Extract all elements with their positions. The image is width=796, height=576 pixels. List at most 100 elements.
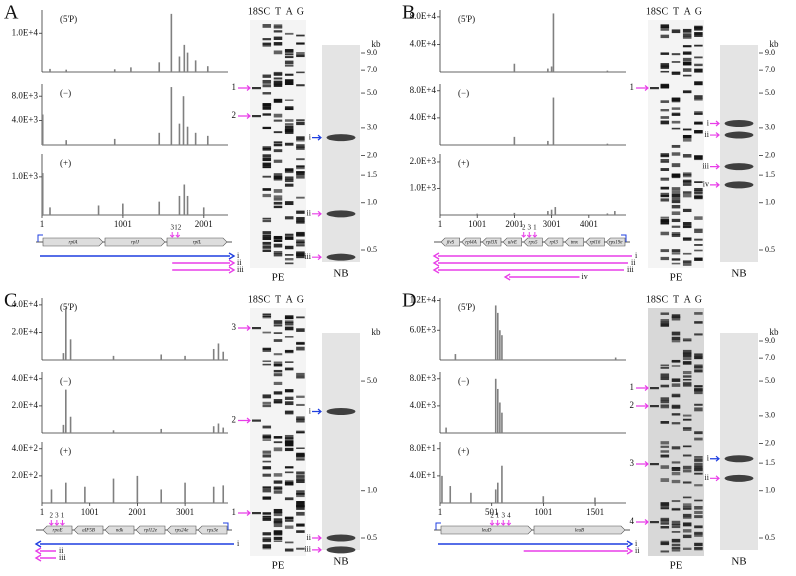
size-label: 1.5 bbox=[765, 170, 775, 179]
pe-band bbox=[284, 201, 294, 206]
pe-band bbox=[296, 52, 305, 56]
pe-band bbox=[671, 107, 681, 110]
pe-band bbox=[682, 427, 692, 430]
site-band bbox=[252, 115, 261, 118]
pe-band bbox=[284, 442, 294, 447]
site-marker-label: 1 bbox=[61, 512, 65, 520]
transcript bbox=[172, 259, 236, 267]
gene bbox=[585, 237, 605, 247]
pe-band bbox=[660, 161, 670, 163]
pe-band bbox=[296, 84, 305, 87]
pe-band bbox=[296, 34, 305, 37]
pe-band bbox=[660, 441, 670, 445]
pe-band bbox=[273, 523, 283, 528]
pe-band bbox=[682, 465, 692, 470]
pe-band bbox=[660, 406, 670, 409]
pe-band bbox=[273, 447, 283, 452]
pe-band bbox=[682, 547, 692, 550]
bar bbox=[454, 354, 457, 360]
pe-band bbox=[682, 338, 692, 341]
site-marker bbox=[495, 520, 501, 526]
pe-band bbox=[284, 517, 294, 520]
pe-band bbox=[660, 312, 670, 315]
x-tick-label: 1001 bbox=[534, 507, 552, 517]
pe-band bbox=[671, 520, 681, 525]
pe-band bbox=[694, 155, 703, 160]
pe-band bbox=[660, 323, 670, 327]
pe-band bbox=[296, 418, 305, 423]
bar bbox=[112, 355, 115, 360]
pe-band bbox=[296, 42, 305, 45]
pe-band bbox=[671, 365, 681, 367]
pe-band bbox=[694, 312, 703, 315]
transcript-label: ii bbox=[237, 258, 242, 267]
pe-band bbox=[660, 249, 670, 253]
bar bbox=[182, 96, 185, 145]
pe-band bbox=[273, 83, 283, 87]
pe-band bbox=[273, 530, 283, 535]
size-label: 0.5 bbox=[765, 533, 775, 542]
transcript bbox=[432, 259, 628, 267]
panel: B 4.0E+4 8.0E+4 (5'P) 4.0E+4 8.0E+4 (−) 1.0E+3 2… bbox=[402, 2, 779, 284]
band-arrow bbox=[710, 163, 720, 170]
x-tick-label: 3001 bbox=[543, 219, 561, 229]
pe-band bbox=[273, 236, 283, 240]
panel: C 2.0E+4 4.0E+4 (5'P) 2.0E+4 4.0E+4 (−) 2.0E+2 4… bbox=[4, 290, 381, 572]
pe-band bbox=[262, 466, 272, 470]
site-label: 4 bbox=[630, 516, 635, 526]
band-arrow bbox=[710, 455, 720, 462]
bar bbox=[501, 335, 503, 360]
series-label: (+) bbox=[60, 446, 71, 456]
pe-band bbox=[262, 435, 272, 439]
pe-band bbox=[694, 431, 703, 435]
pe-band bbox=[284, 396, 294, 400]
pe-band bbox=[694, 195, 703, 199]
gene-label: rpl4A bbox=[465, 241, 477, 246]
bar bbox=[614, 357, 617, 360]
pe-band bbox=[273, 391, 283, 395]
pe-band bbox=[273, 243, 283, 248]
site-label: 2 bbox=[232, 110, 237, 120]
bar bbox=[122, 203, 124, 215]
pe-band bbox=[262, 126, 272, 130]
pe-band bbox=[694, 68, 703, 73]
pe-band bbox=[682, 260, 692, 264]
x-tick-label: 1001 bbox=[114, 219, 132, 229]
gene-label: aIF5B bbox=[82, 529, 95, 534]
gene bbox=[440, 237, 460, 247]
pe-band bbox=[284, 434, 294, 439]
site-marker bbox=[526, 232, 532, 238]
pe-band bbox=[296, 171, 305, 176]
bar bbox=[606, 143, 609, 145]
pe-band bbox=[262, 245, 272, 249]
bar bbox=[170, 13, 173, 72]
bar bbox=[470, 492, 472, 503]
pe-band bbox=[660, 109, 670, 112]
pe-band bbox=[284, 32, 294, 35]
pe-band bbox=[694, 542, 703, 547]
pe-band bbox=[296, 505, 305, 510]
site-band bbox=[252, 87, 261, 90]
pe-band bbox=[660, 454, 670, 457]
bar bbox=[186, 195, 189, 215]
y-tick-label: 4.0E+3 bbox=[410, 400, 437, 410]
pe-band bbox=[273, 487, 283, 491]
pe-band bbox=[694, 455, 703, 458]
pe-band bbox=[682, 445, 692, 448]
lane-label: A bbox=[286, 6, 294, 17]
y-tick-label: 2.0E+2 bbox=[12, 470, 38, 480]
pe-band bbox=[671, 53, 681, 56]
site-marker bbox=[48, 520, 54, 526]
pe-band bbox=[671, 331, 681, 336]
transcript-label: iii bbox=[627, 265, 634, 274]
band-arrow bbox=[710, 181, 720, 188]
pe-band bbox=[682, 172, 692, 176]
pe-band bbox=[262, 460, 272, 463]
pe-band bbox=[296, 476, 305, 481]
site-label: 2 bbox=[630, 400, 635, 410]
pe-band bbox=[262, 404, 272, 408]
pe-band bbox=[284, 519, 294, 522]
series-label: (5'P) bbox=[60, 14, 77, 24]
gene-label: rps24e bbox=[175, 529, 189, 534]
pe-band bbox=[694, 238, 703, 241]
